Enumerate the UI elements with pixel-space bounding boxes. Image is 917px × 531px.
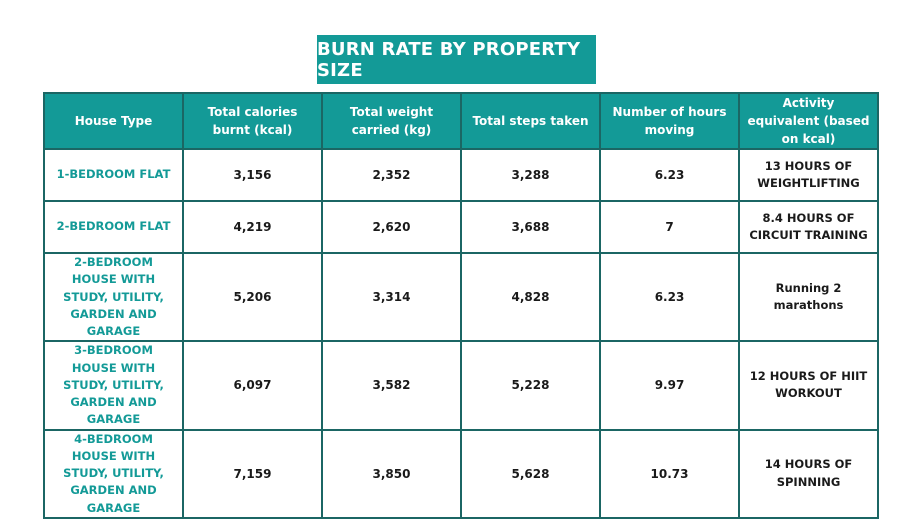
house-type-cell: 3-BEDROOM HOUSE WITH STUDY, UTILITY, GAR… [43, 340, 184, 431]
activity-cell: 8.4 HOURS OF CIRCUIT TRAINING [738, 200, 879, 254]
weight-cell: 2,620 [321, 200, 462, 254]
hours-cell: 6.23 [599, 251, 740, 343]
steps-cell: 5,228 [460, 340, 601, 431]
header-hours: Number of hours moving [599, 92, 740, 150]
table-row: 4-BEDROOM HOUSE WITH STUDY, UTILITY, GAR… [43, 428, 879, 519]
activity-cell: 13 HOURS OF WEIGHTLIFTING [738, 148, 879, 202]
steps-cell: 3,688 [460, 200, 601, 254]
house-type-cell: 2-BEDROOM HOUSE WITH STUDY, UTILITY, GAR… [43, 251, 184, 343]
activity-cell: 12 HOURS OF HIIT WORKOUT [738, 340, 879, 431]
calories-cell: 3,156 [182, 148, 323, 202]
header-steps: Total steps taken [460, 92, 601, 150]
table-row: 1-BEDROOM FLAT 3,156 2,352 3,288 6.23 13… [43, 148, 879, 202]
burn-rate-table: House Type Total calories burnt (kcal) T… [43, 92, 879, 519]
calories-cell: 4,219 [182, 200, 323, 254]
table-row: 3-BEDROOM HOUSE WITH STUDY, UTILITY, GAR… [43, 340, 879, 431]
weight-cell: 3,314 [321, 251, 462, 343]
table-header-row: House Type Total calories burnt (kcal) T… [43, 92, 879, 150]
weight-cell: 3,582 [321, 340, 462, 431]
header-calories: Total calories burnt (kcal) [182, 92, 323, 150]
weight-cell: 3,850 [321, 428, 462, 519]
table-row: 2-BEDROOM FLAT 4,219 2,620 3,688 7 8.4 H… [43, 200, 879, 254]
hours-cell: 9.97 [599, 340, 740, 431]
header-weight: Total weight carried (kg) [321, 92, 462, 150]
table-row: 2-BEDROOM HOUSE WITH STUDY, UTILITY, GAR… [43, 251, 879, 343]
header-activity: Activity equivalent (based on kcal) [738, 92, 879, 150]
header-house-type: House Type [43, 92, 184, 150]
activity-cell: Running 2 marathons [738, 251, 879, 343]
steps-cell: 5,628 [460, 428, 601, 519]
steps-cell: 4,828 [460, 251, 601, 343]
page-title: BURN RATE BY PROPERTY SIZE [317, 35, 596, 84]
steps-cell: 3,288 [460, 148, 601, 202]
house-type-cell: 4-BEDROOM HOUSE WITH STUDY, UTILITY, GAR… [43, 428, 184, 519]
hours-cell: 7 [599, 200, 740, 254]
calories-cell: 5,206 [182, 251, 323, 343]
calories-cell: 6,097 [182, 340, 323, 431]
house-type-cell: 1-BEDROOM FLAT [43, 148, 184, 202]
activity-cell: 14 HOURS OF SPINNING [738, 428, 879, 519]
house-type-cell: 2-BEDROOM FLAT [43, 200, 184, 254]
weight-cell: 2,352 [321, 148, 462, 202]
calories-cell: 7,159 [182, 428, 323, 519]
hours-cell: 10.73 [599, 428, 740, 519]
hours-cell: 6.23 [599, 148, 740, 202]
